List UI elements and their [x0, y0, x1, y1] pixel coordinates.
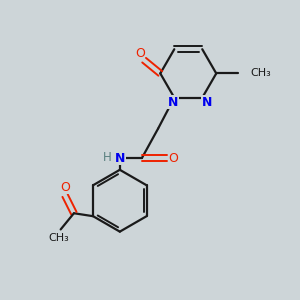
- Text: N: N: [168, 96, 178, 109]
- Text: O: O: [61, 181, 70, 194]
- Text: N: N: [115, 152, 125, 164]
- Text: O: O: [135, 47, 145, 60]
- Text: H: H: [103, 151, 112, 164]
- Text: N: N: [202, 96, 212, 109]
- Text: O: O: [169, 152, 178, 164]
- Text: CH₃: CH₃: [49, 233, 70, 243]
- Text: CH₃: CH₃: [251, 68, 272, 78]
